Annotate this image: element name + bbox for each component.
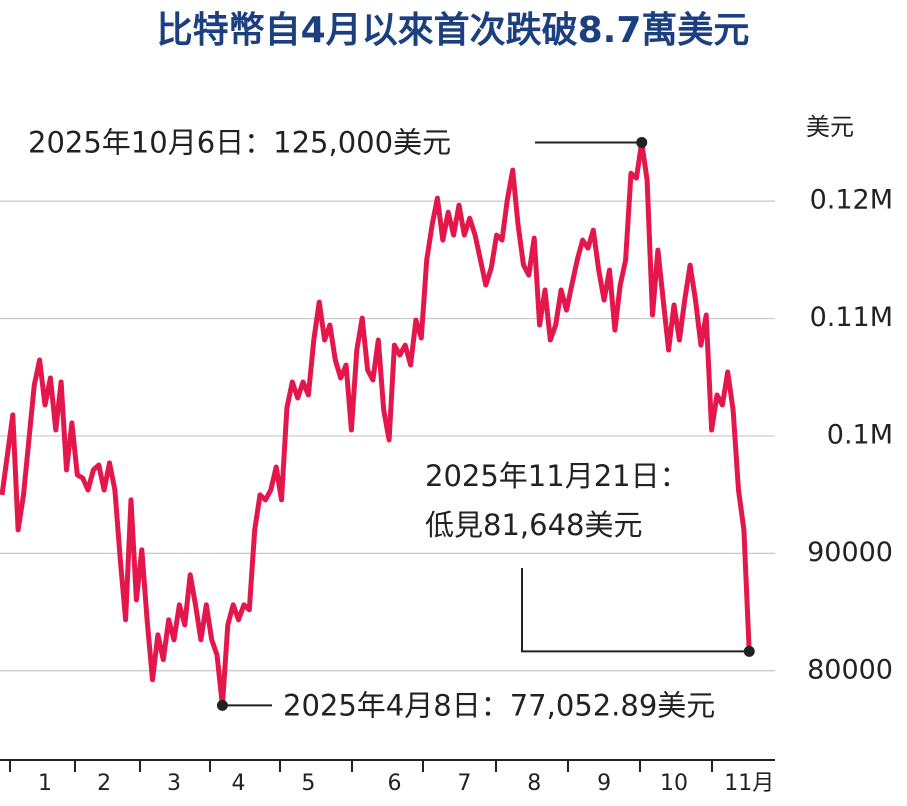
- line: [0, 139, 752, 708]
- x-tick-label: 10: [660, 771, 688, 796]
- x-tick-label: 7: [457, 771, 471, 796]
- x-tick-label: 11月: [724, 771, 774, 796]
- x-tick-label: 1: [38, 771, 52, 796]
- x-tick-label: 4: [232, 771, 246, 796]
- month-ticks: [9, 760, 713, 772]
- y-tick-label: 0.1M: [827, 419, 893, 450]
- y-tick-label: 0.11M: [810, 302, 893, 333]
- connector: [521, 568, 750, 653]
- annotation: 2025年11月21日：: [425, 459, 689, 493]
- y-tick-label: 90000: [807, 537, 893, 568]
- y-tick-label: 0.12M: [810, 185, 893, 216]
- annotation: 2025年4月8日：77,052.89美元: [283, 688, 715, 722]
- annotation: 2025年10月6日：125,000美元: [28, 125, 451, 159]
- x-tick-label: 9: [597, 771, 611, 796]
- x-tick-label: 8: [527, 771, 541, 796]
- x-tick-label: 2: [97, 771, 111, 796]
- y-tick-label: 80000: [807, 654, 893, 685]
- chart-title: 比特幣自4月以來首次跌破8.7萬美元: [157, 10, 750, 51]
- x-tick-label: 3: [167, 771, 181, 796]
- x-tick-label: 5: [301, 771, 315, 796]
- annotation: 低見81,648美元: [425, 508, 642, 542]
- x-tick-label: 6: [387, 771, 401, 796]
- y-unit: 美元: [806, 113, 854, 141]
